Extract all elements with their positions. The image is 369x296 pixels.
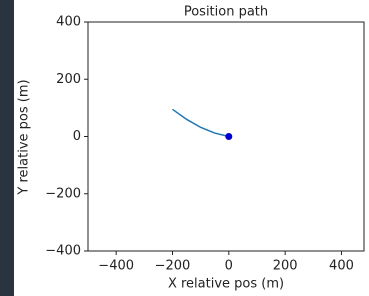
x-tick-label: 0	[225, 259, 233, 274]
x-axis-label: X relative pos (m)	[168, 277, 284, 292]
x-tick-label: −400	[98, 259, 134, 274]
background-edge	[0, 0, 14, 296]
line	[172, 109, 228, 136]
y-tick-label: 200	[56, 72, 81, 87]
end-marker	[225, 133, 232, 140]
y-tick-label: 400	[56, 15, 81, 30]
y-axis-label: Y relative pos (m)	[17, 79, 32, 195]
y-tick-label: −400	[45, 244, 81, 259]
y-tick-label: −200	[45, 186, 81, 201]
y-tick-label: 0	[73, 129, 81, 144]
x-tick-label: 400	[329, 259, 354, 274]
chart-title: Position path	[184, 5, 268, 20]
chart: Position path X relative pos (m) Y relat…	[0, 0, 369, 296]
x-tick-label: −200	[155, 259, 191, 274]
x-tick-label: 200	[273, 259, 298, 274]
